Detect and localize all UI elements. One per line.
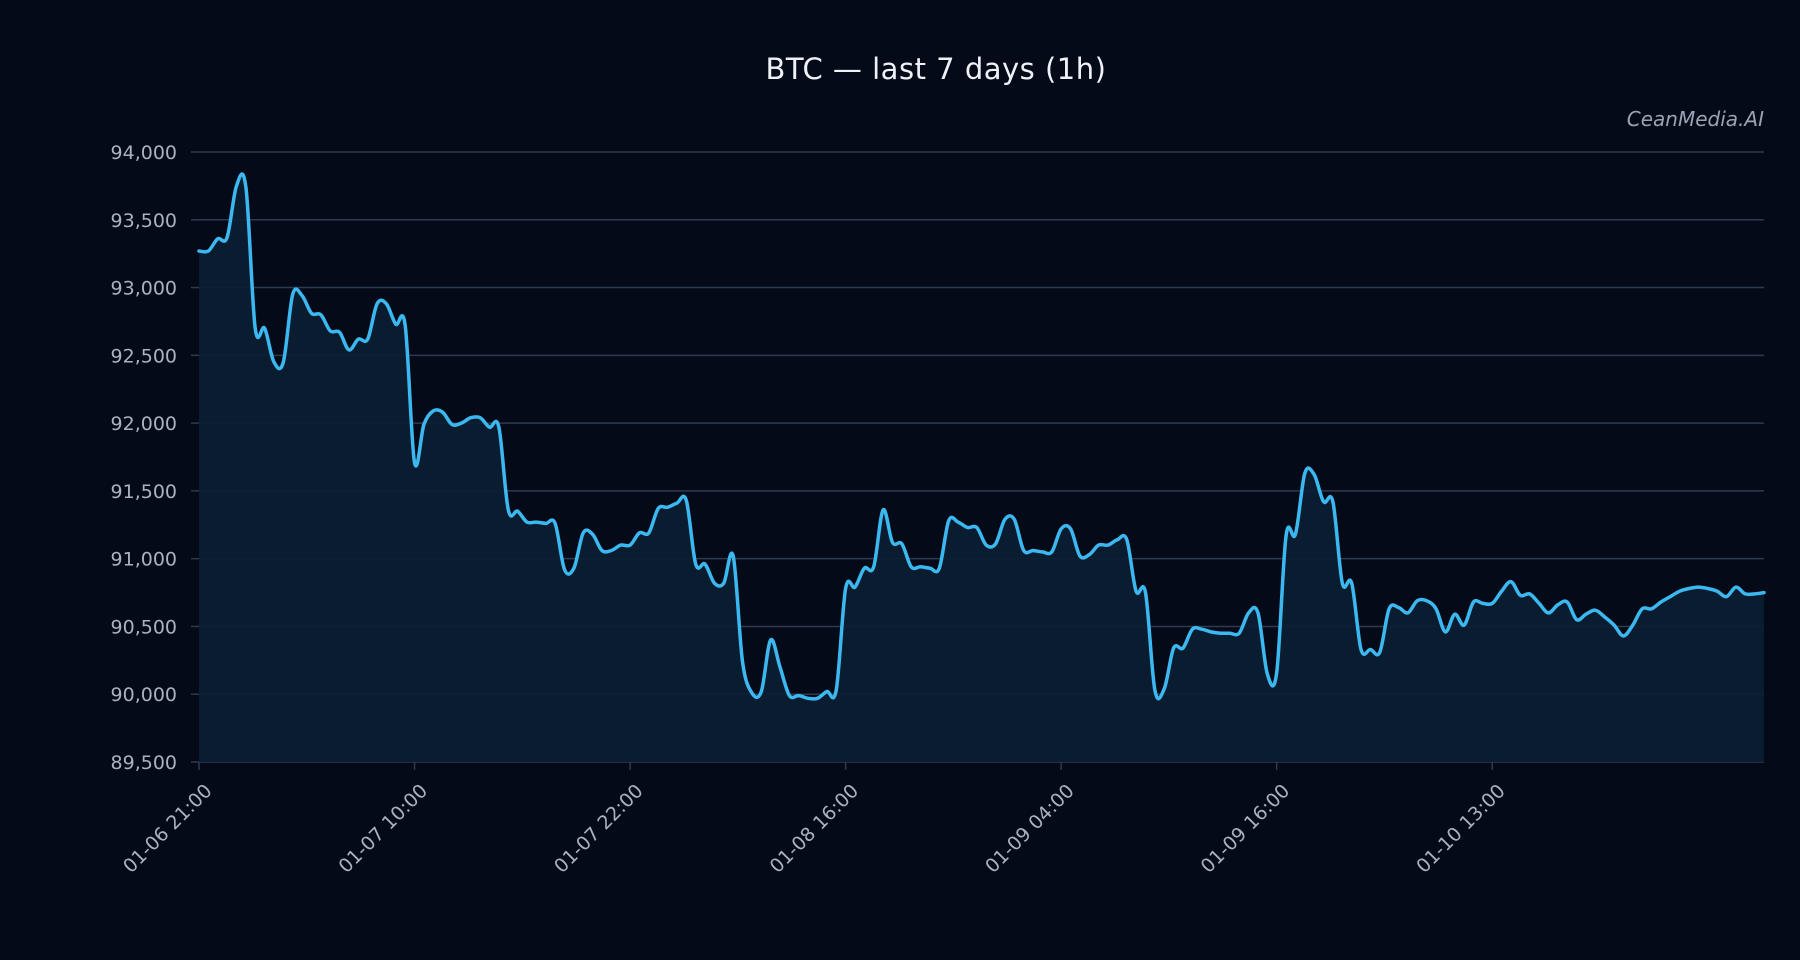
x-tick-label: 01-10 13:00 xyxy=(1412,780,1510,878)
x-tick-label: 01-09 04:00 xyxy=(981,780,1079,878)
y-tick-label: 90,000 xyxy=(111,684,177,706)
y-tick-label: 92,500 xyxy=(111,345,177,367)
x-axis: 01-06 21:00 01-07 10:00 01-07 22:00 01-08 1… xyxy=(119,762,1510,878)
y-tick-label: 91,000 xyxy=(111,549,177,571)
y-tick-label: 94,000 xyxy=(111,142,177,164)
y-tick-label: 90,500 xyxy=(111,616,177,638)
y-tick-label: 92,000 xyxy=(111,413,177,435)
y-axis: 89,500 90,000 90,500 91,000 91,500 92,000 92,5… xyxy=(111,142,199,774)
x-tick-label: 01-09 16:00 xyxy=(1197,780,1295,878)
x-tick-label: 01-07 22:00 xyxy=(550,780,648,878)
watermark: CeanMedia.AI xyxy=(1626,107,1764,131)
y-tick-label: 93,000 xyxy=(111,278,177,300)
x-tick-label: 01-06 21:00 xyxy=(119,780,217,878)
chart-title: BTC — last 7 days (1h) xyxy=(765,52,1107,86)
y-tick-label: 89,500 xyxy=(111,752,177,774)
y-tick-label: 93,500 xyxy=(111,210,177,232)
area-layer xyxy=(197,172,1766,763)
y-tick-label: 91,500 xyxy=(111,481,177,503)
price-line xyxy=(197,172,1766,701)
x-tick-label: 01-08 16:00 xyxy=(766,780,864,878)
price-area-fill xyxy=(199,174,1764,763)
x-tick-label: 01-07 10:00 xyxy=(334,780,432,878)
